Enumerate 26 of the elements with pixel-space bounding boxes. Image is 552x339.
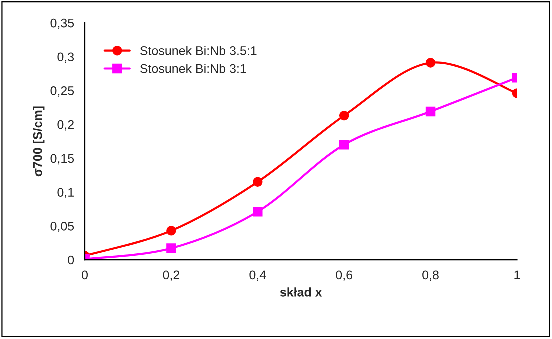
y-tick-label: 0,05 (50, 222, 74, 232)
y-axis-title: σ700 [S/cm] (33, 106, 45, 177)
point (426, 58, 436, 68)
y-tick-label: 0,3 (58, 52, 74, 64)
y-tick-label: 0,1 (58, 188, 74, 198)
x-tick-label: 0,4 (250, 270, 266, 282)
y-tick-label: 0,35 (50, 18, 74, 30)
x-tick-label: 0,8 (422, 270, 439, 282)
legend-label: Stosunek Bi:Nb 3:1 (140, 64, 246, 74)
y-tick-label: 0 (68, 256, 74, 265)
point (253, 177, 263, 188)
point (166, 226, 176, 236)
y-tick-label: 0,15 (50, 154, 74, 165)
legend-label: Stosunek Bi:Nb 3.5:1 (140, 46, 257, 56)
x-tick-label: 0,2 (163, 270, 180, 282)
y-tick-label: 0,25 (50, 86, 74, 97)
x-tick-label: 0,6 (336, 270, 352, 282)
point (166, 244, 176, 254)
point (339, 140, 350, 150)
y-tick-label: 0,2 (58, 120, 74, 131)
point (253, 207, 263, 217)
x-axis-title: skład x (280, 288, 322, 297)
x-tick-label: 0 (82, 270, 88, 280)
point (339, 110, 350, 121)
point (426, 106, 436, 117)
x-tick-label: 1 (514, 270, 520, 280)
